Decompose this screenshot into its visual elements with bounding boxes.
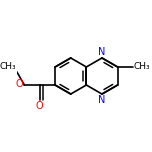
Text: CH₃: CH₃ xyxy=(134,62,150,71)
Text: N: N xyxy=(98,95,106,105)
Text: CH₃: CH₃ xyxy=(0,62,16,71)
Text: N: N xyxy=(98,47,106,57)
Text: O: O xyxy=(16,79,23,89)
Text: O: O xyxy=(35,101,43,111)
